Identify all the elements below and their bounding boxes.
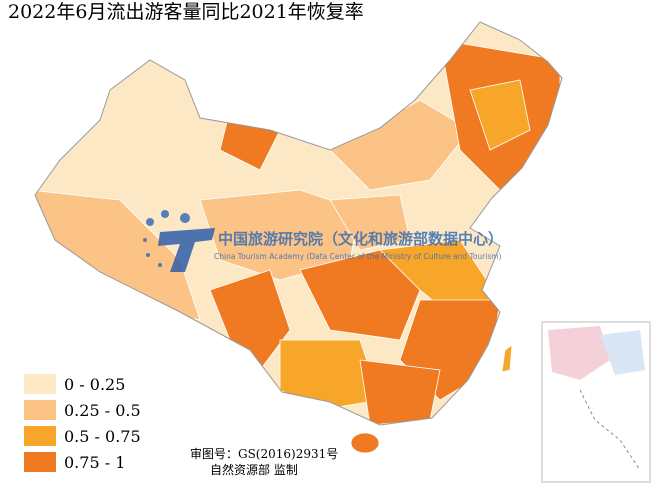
region [209,269,291,371]
watermark-name-en: China Tourism Academy (Data Center of th… [214,252,502,261]
region [329,194,411,251]
legend: 0 - 0.25 0.25 - 0.5 0.5 - 0.75 0.75 - 1 [24,374,141,472]
inset-land [548,326,610,380]
legend-swatch [24,374,56,394]
hainan [350,432,380,454]
taiwan [501,344,513,373]
logo-t [158,228,215,272]
inset-south-china-sea [541,321,651,483]
inset-land [600,330,645,375]
country-border [34,21,563,426]
legend-label: 0 - 0.25 [64,375,125,394]
legend-swatch [24,452,56,472]
watermark: 中国旅游研究院（文化和旅游部数据中心） China Tourism Academ… [143,210,503,272]
legend-label: 0.25 - 0.5 [64,401,141,420]
map-title: 2022年6月流出游客量同比2021年恢复率 [8,1,364,23]
region [35,189,201,321]
approval-number: 审图号：GS(2016)2931号 [190,446,338,461]
inset-line [579,389,641,471]
region [359,359,441,425]
region [299,249,421,341]
region [469,79,531,151]
approval-authority: 自然资源部 监制 [210,462,298,477]
logo-stars [143,210,190,267]
region [279,339,381,411]
legend-label: 0.5 - 0.75 [64,427,141,446]
legend-label: 0.75 - 1 [64,453,125,472]
legend-swatch [24,400,56,420]
legend-swatch [24,426,56,446]
watermark-name: 中国旅游研究院（文化和旅游部数据中心） [218,230,503,248]
